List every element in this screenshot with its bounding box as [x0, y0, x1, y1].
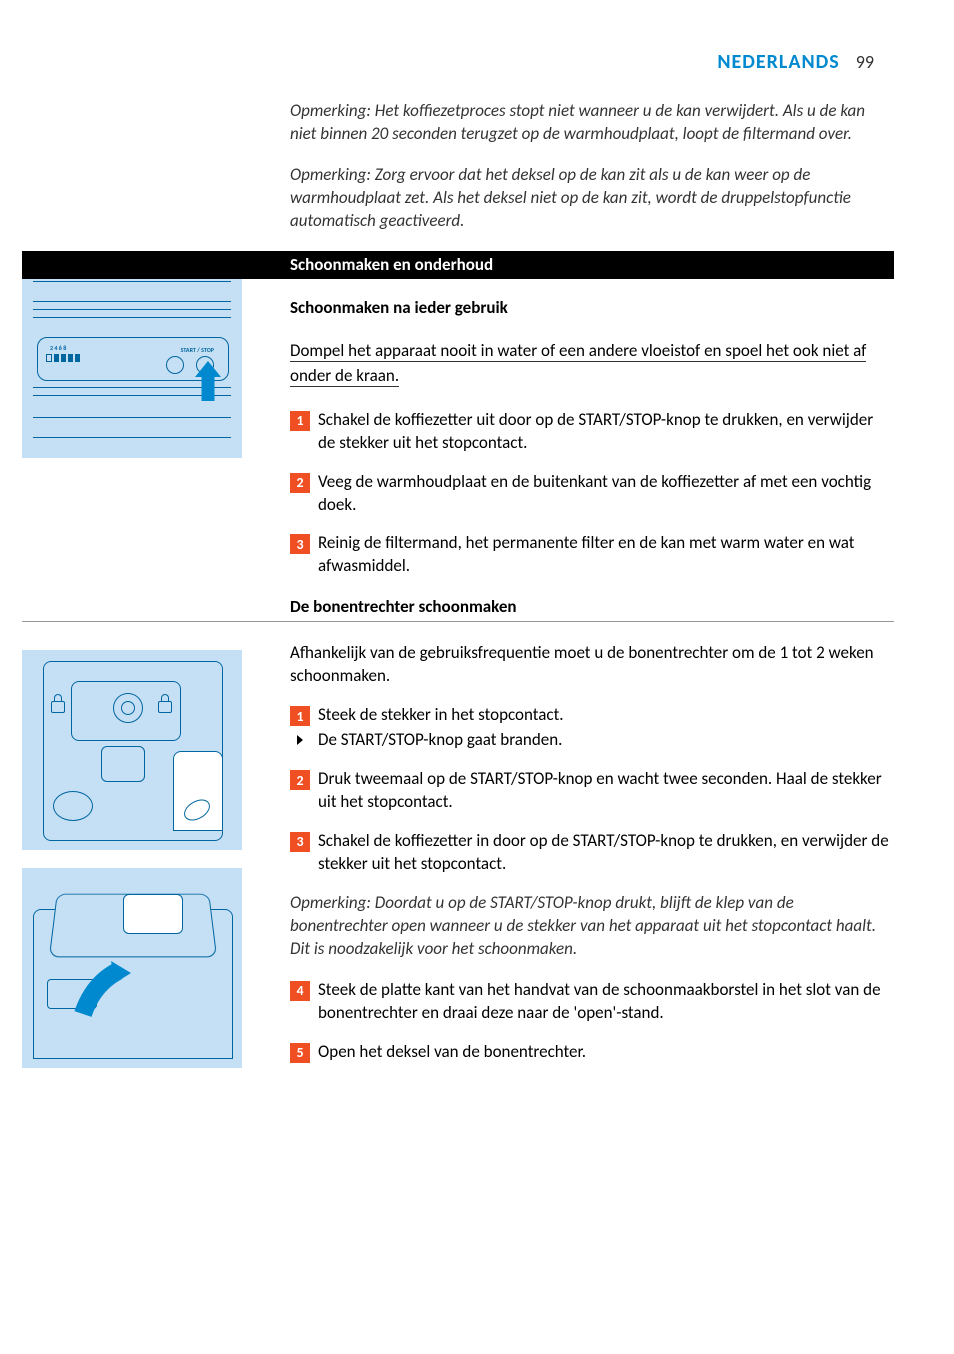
- step-text: Veeg de warmhoudplaat en de buitenkant v…: [318, 471, 894, 517]
- step-text: Druk tweemaal op de START/STOP-knop en w…: [318, 768, 894, 814]
- note-2: Opmerking: Zorg ervoor dat het deksel op…: [290, 164, 894, 233]
- step-text: Schakel de koffiezetter uit door op de S…: [318, 409, 894, 455]
- step-text: Steek de platte kant van het handvat van…: [318, 979, 894, 1025]
- note-1: Opmerking: Het koffiezetproces stopt nie…: [290, 100, 894, 146]
- step-1-2: 2 Veeg de warmhoudplaat en de buitenkant…: [290, 471, 894, 517]
- step-number: 1: [290, 706, 310, 726]
- step-text: Open het deksel van de bonentrechter.: [318, 1041, 586, 1064]
- step-number: 2: [290, 770, 310, 790]
- sub-heading-2: De bonentrechter schoonmaken: [290, 596, 894, 617]
- step-2-2: 2 Druk tweemaal op de START/STOP-knop en…: [290, 768, 894, 814]
- step-2-4: 4 Steek de platte kant van het handvat v…: [290, 979, 894, 1025]
- bullet-text: De START/STOP-knop gaat branden.: [318, 729, 562, 752]
- triangle-bullet-icon: [290, 735, 310, 745]
- step-number: 5: [290, 1043, 310, 1063]
- step-2-bullet: De START/STOP-knop gaat branden.: [290, 729, 894, 752]
- step-number: 1: [290, 411, 310, 431]
- step-1-3: 3 Reinig de filtermand, het permanente f…: [290, 532, 894, 578]
- step-number: 3: [290, 832, 310, 852]
- step-2-3: 3 Schakel de koffiezetter in door op de …: [290, 830, 894, 876]
- note-3: Opmerking: Doordat u op de START/STOP-kn…: [290, 892, 894, 961]
- step-number: 2: [290, 473, 310, 493]
- language-label: NEDERLANDS: [717, 50, 839, 74]
- page-header: NEDERLANDS 99: [717, 50, 874, 74]
- step-2-5: 5 Open het deksel van de bonentrechter.: [290, 1041, 894, 1064]
- warning-text: Dompel het apparaat nooit in water of ee…: [290, 340, 866, 388]
- section-heading: Schoonmaken en onderhoud: [290, 254, 493, 275]
- step-text: Steek de stekker in het stopcontact.: [318, 704, 564, 727]
- section2-intro: Afhankelijk van de gebruiksfrequentie mo…: [290, 642, 894, 688]
- page-number: 99: [856, 51, 874, 73]
- step-2-1: 1 Steek de stekker in het stopcontact.: [290, 704, 894, 727]
- section-heading-bar: Schoonmaken en onderhoud: [22, 251, 894, 279]
- step-1-1: 1 Schakel de koffiezetter uit door op de…: [290, 409, 894, 455]
- step-number: 4: [290, 981, 310, 1001]
- sub-heading-1: Schoonmaken na ieder gebruik: [290, 297, 894, 318]
- step-text: Reinig de filtermand, het permanente fil…: [318, 532, 894, 578]
- step-number: 3: [290, 534, 310, 554]
- sub-heading-2-wrap: De bonentrechter schoonmaken: [22, 596, 894, 622]
- step-text: Schakel de koffiezetter in door op de ST…: [318, 830, 894, 876]
